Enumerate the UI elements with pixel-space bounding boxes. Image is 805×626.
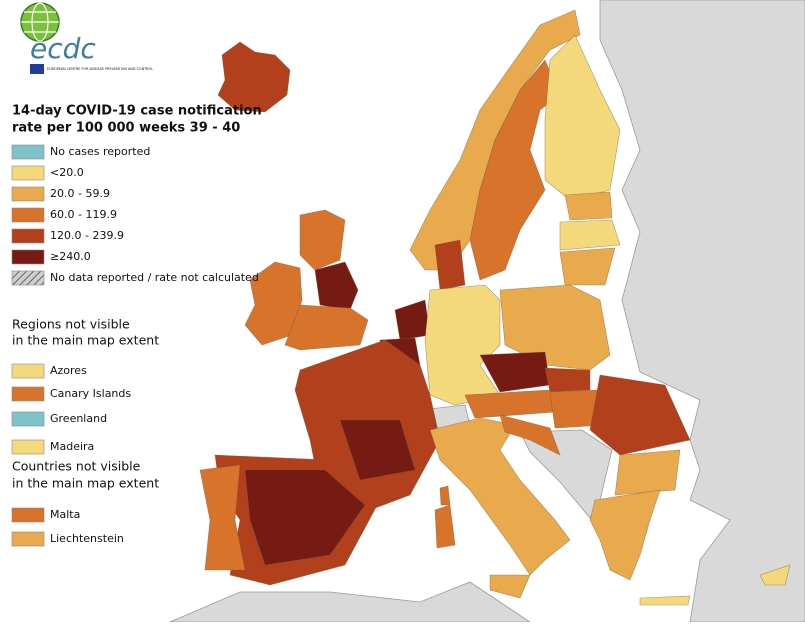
- legend-title: rate per 100 000 weeks 39 - 40: [12, 121, 240, 136]
- region: [559, 247, 616, 286]
- legend-swatch: [11, 144, 45, 160]
- legend-label: 60.0 - 119.9: [50, 208, 117, 221]
- region: [284, 304, 369, 351]
- region: [244, 469, 366, 566]
- legend-swatch: [11, 386, 45, 402]
- legend-swatch: [11, 249, 45, 265]
- region: [499, 284, 611, 371]
- section-heading: Countries not visible: [12, 459, 141, 474]
- legend-label: No data reported / rate not calculated: [50, 271, 259, 284]
- legend-label: <20.0: [50, 166, 84, 179]
- region: [759, 564, 791, 586]
- legend-label: 120.0 - 239.9: [50, 229, 124, 242]
- legend-label: ≥240.0: [50, 250, 91, 263]
- region: [394, 299, 431, 341]
- region: [314, 261, 359, 311]
- region: [544, 367, 591, 393]
- legend-swatch: [11, 207, 45, 223]
- legend-label: Malta: [50, 508, 80, 521]
- logo: ecdc EUROPEAN CENTRE FOR DISEASE PREVENT…: [20, 2, 153, 74]
- section-heading: in the main map extent: [12, 476, 159, 491]
- region: [217, 41, 291, 113]
- legend-title: 14-day COVID-19 case notification: [12, 104, 262, 119]
- legend-swatch: [11, 507, 45, 523]
- eu-regions: [199, 9, 791, 606]
- legend-swatch: [11, 439, 45, 455]
- legend-swatch: [11, 363, 45, 379]
- region: [469, 59, 561, 281]
- region: [434, 504, 456, 549]
- legend-label: Canary Islands: [50, 387, 131, 400]
- legend-label: Azores: [50, 364, 87, 377]
- legend-label: No cases reported: [50, 145, 150, 158]
- region: [499, 414, 561, 456]
- region: [299, 209, 346, 271]
- region: [544, 34, 621, 201]
- legend-swatch: [11, 411, 45, 427]
- legend-swatch: [11, 270, 45, 286]
- legend-swatch: [11, 228, 45, 244]
- region: [564, 191, 613, 221]
- region: [614, 449, 681, 496]
- legend-swatch: [11, 531, 45, 547]
- logo-subtitle: EUROPEAN CENTRE FOR DISEASE PREVENTION A…: [47, 67, 153, 71]
- legend-swatch: [11, 165, 45, 181]
- legend-label: Madeira: [50, 440, 94, 453]
- legend-label: Greenland: [50, 412, 107, 425]
- region: [464, 389, 556, 419]
- non-eu-land: [169, 0, 805, 623]
- region: [589, 374, 691, 456]
- region: [339, 419, 416, 481]
- region: [434, 239, 466, 291]
- region: [199, 464, 246, 571]
- region: [489, 574, 531, 599]
- region: [424, 284, 501, 406]
- region: [639, 595, 691, 606]
- region: [439, 485, 451, 506]
- legend-swatch: [11, 186, 45, 202]
- section-heading: in the main map extent: [12, 333, 159, 348]
- logo-text: ecdc: [30, 32, 96, 65]
- legend: 14-day COVID-19 case notification rate pe…: [11, 104, 262, 547]
- region: [589, 489, 661, 581]
- legend-label: Liechtenstein: [50, 532, 124, 545]
- legend-label: 20.0 - 59.9: [50, 187, 110, 200]
- section-heading: Regions not visible: [12, 317, 130, 332]
- region: [559, 219, 621, 251]
